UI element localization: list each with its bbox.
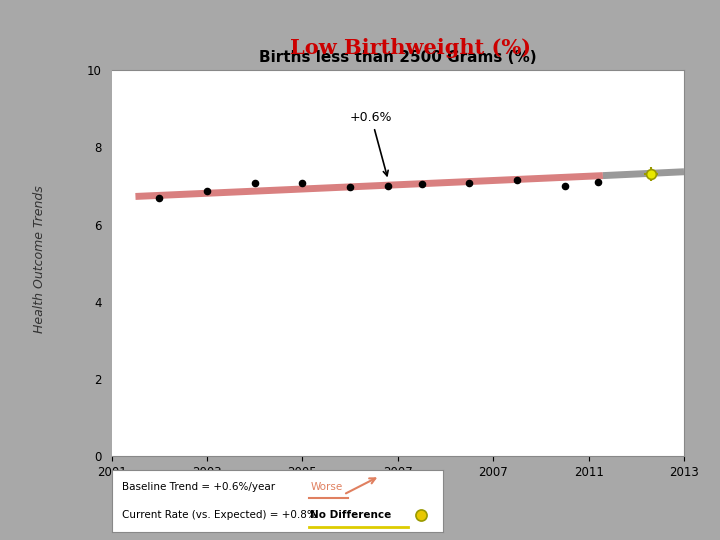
Text: Low Birthweight (%): Low Birthweight (%) [290,38,531,58]
Text: +0.6%: +0.6% [350,111,392,176]
Text: Baseline Trend = +0.6%/year: Baseline Trend = +0.6%/year [122,482,274,491]
Text: Health Outcome Trends: Health Outcome Trends [33,185,46,333]
Point [249,179,261,187]
Point [416,180,428,188]
Point [464,179,475,187]
Text: No Difference: No Difference [310,510,392,520]
Point [153,194,165,202]
Point [344,183,356,192]
Point [202,187,213,195]
Point [511,176,523,185]
Title: Births less than 2500 Grams (%): Births less than 2500 Grams (%) [259,50,536,65]
Point [382,181,394,190]
Text: Current Rate (vs. Expected) = +0.8%: Current Rate (vs. Expected) = +0.8% [122,510,316,520]
Point [593,178,604,186]
Point [297,179,308,187]
Point [559,181,570,190]
Text: Worse: Worse [310,482,343,491]
